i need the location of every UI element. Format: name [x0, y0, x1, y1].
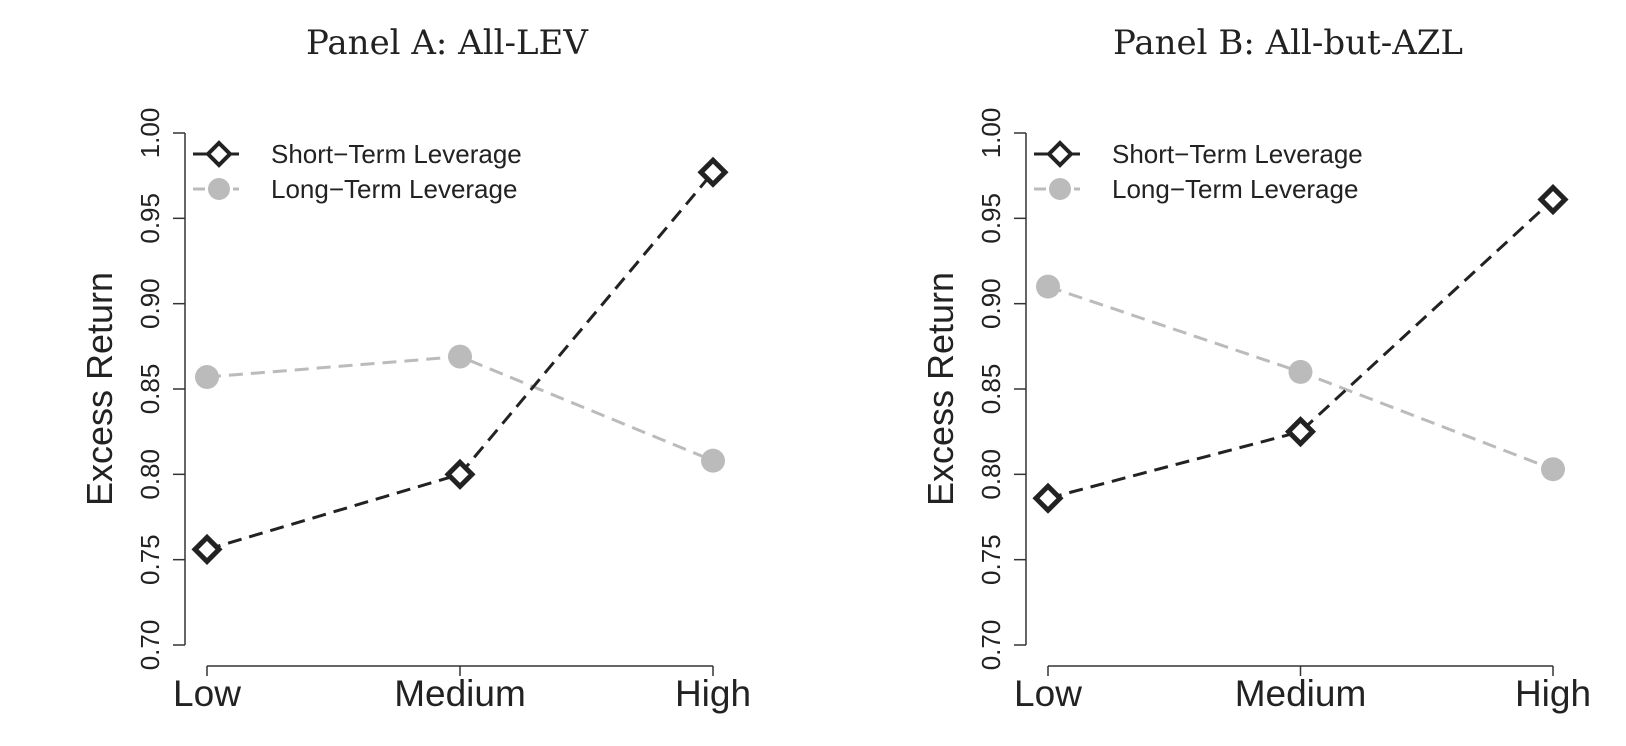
y-axis: 0.70 0.75 0.80 0.85 0.90 0.95 1.00	[976, 108, 1027, 671]
y-tick-label: 0.80	[135, 449, 165, 500]
series-short-term	[1032, 184, 1569, 514]
legend-label: Long−Term Leverage	[271, 174, 517, 204]
y-tick-label: 0.95	[135, 193, 165, 244]
y-tick-label: 0.75	[135, 534, 165, 585]
legend-item: Long−Term Leverage	[193, 174, 517, 204]
series-line	[206, 355, 714, 463]
legend-label: Short−Term Leverage	[1112, 139, 1363, 169]
panel-title: Panel B: All-but-AZL	[1113, 23, 1463, 63]
y-axis-label: Excess Return	[920, 272, 961, 506]
data-point	[1288, 359, 1313, 384]
y-axis: 0.70 0.75 0.80 0.85 0.90 0.95 1.00	[135, 108, 186, 671]
y-tick-label: 0.90	[976, 278, 1006, 329]
chart-panel-a: Panel A: All-LEV Excess Return 0.70 0.75 0.8…	[79, 23, 751, 714]
y-tick-label: 0.85	[135, 364, 165, 415]
legend-item: Short−Term Leverage	[193, 139, 522, 169]
x-tick-label: Medium	[1235, 673, 1367, 714]
data-point	[448, 344, 472, 369]
data-point	[1284, 416, 1317, 448]
legend-marker	[208, 178, 230, 200]
x-tick-label: High	[1515, 673, 1591, 714]
data-point	[444, 458, 476, 490]
data-point	[195, 365, 219, 390]
series-line	[1047, 198, 1555, 500]
y-axis-label: Excess Return	[79, 272, 120, 506]
series-long-term	[195, 344, 725, 473]
legend-item: Long−Term Leverage	[1034, 174, 1358, 204]
x-tick-label: Low	[1014, 673, 1082, 714]
y-tick-label: 0.75	[976, 534, 1006, 585]
legend-marker	[1049, 178, 1071, 200]
data-point	[1537, 184, 1569, 216]
data-point	[701, 448, 725, 473]
legend-label: Short−Term Leverage	[271, 139, 522, 169]
legend: Short−Term Leverage Long−Term Leverage	[1034, 139, 1363, 204]
data-point	[697, 156, 729, 188]
legend: Short−Term Leverage Long−Term Leverage	[193, 139, 522, 204]
legend-item: Short−Term Leverage	[1034, 139, 1363, 169]
y-tick-label: 1.00	[135, 108, 165, 159]
y-tick-label: 0.90	[135, 278, 165, 329]
series-short-term	[191, 156, 729, 565]
legend-marker	[1046, 140, 1074, 168]
y-tick-label: 0.70	[135, 620, 165, 671]
y-tick-label: 0.95	[976, 193, 1006, 244]
x-axis: Low Medium High	[1014, 665, 1591, 714]
panel-title: Panel A: All-LEV	[306, 23, 589, 63]
x-axis: Low Medium High	[173, 665, 751, 714]
x-tick-label: High	[675, 673, 751, 714]
y-tick-label: 0.70	[976, 620, 1006, 671]
legend-marker	[205, 140, 233, 168]
x-tick-label: Low	[173, 673, 241, 714]
data-point	[191, 533, 223, 565]
y-tick-label: 0.85	[976, 364, 1006, 415]
x-tick-label: Medium	[394, 673, 526, 714]
legend-label: Long−Term Leverage	[1112, 174, 1358, 204]
series-long-term	[1036, 274, 1565, 482]
data-point	[1541, 457, 1565, 482]
y-tick-label: 1.00	[976, 108, 1006, 159]
y-tick-label: 0.80	[976, 449, 1006, 500]
data-point	[1032, 482, 1064, 514]
data-point	[1036, 274, 1060, 299]
